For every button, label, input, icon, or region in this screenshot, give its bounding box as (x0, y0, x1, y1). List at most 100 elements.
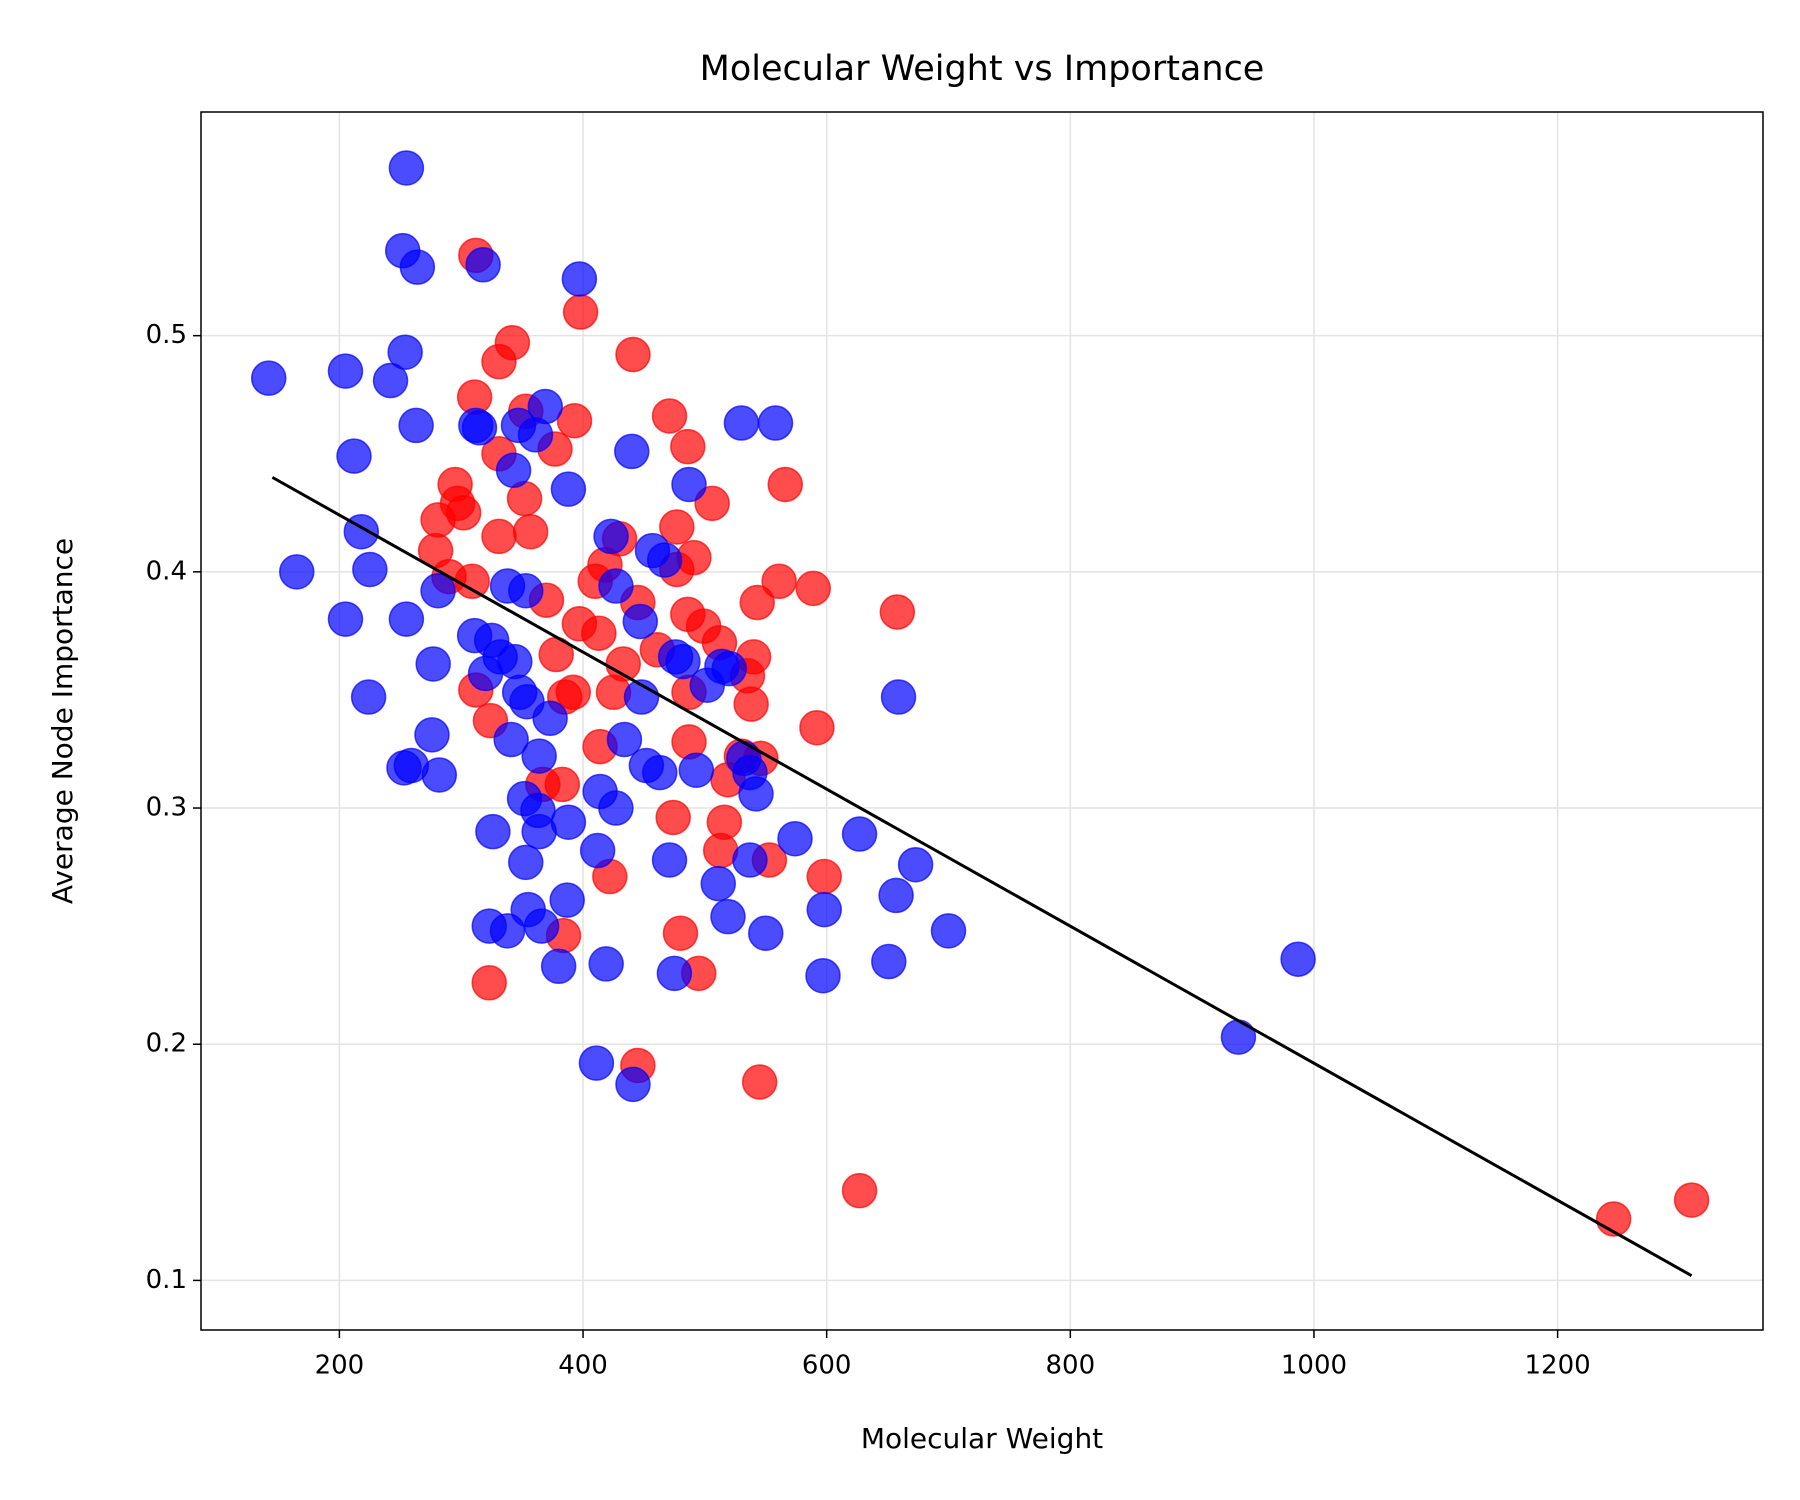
point (532, 700, 568, 737)
point (761, 563, 797, 600)
point (841, 816, 878, 852)
point (598, 790, 634, 826)
point (471, 965, 507, 1001)
point (880, 679, 917, 715)
point (1673, 1182, 1710, 1218)
point (399, 249, 436, 285)
point (544, 766, 581, 803)
point (878, 877, 914, 914)
y-tick-label: 0.3 (146, 793, 187, 823)
plot-frame (200, 111, 1764, 1331)
y-tick-label: 0.4 (146, 556, 187, 586)
chart-title: Molecular Weight vs Importance (700, 49, 1265, 89)
y-tick-label: 0.1 (146, 1265, 187, 1295)
point (512, 513, 549, 550)
point (493, 721, 529, 758)
point (646, 542, 683, 578)
point (615, 1066, 651, 1103)
point (561, 261, 598, 297)
point (481, 343, 517, 380)
point (508, 572, 544, 609)
point (482, 639, 518, 675)
point (651, 398, 688, 434)
point (387, 334, 423, 370)
point (656, 955, 693, 992)
point (879, 594, 916, 630)
point (327, 353, 364, 389)
point (588, 946, 624, 982)
point (593, 518, 629, 555)
point (805, 957, 841, 994)
point (615, 336, 651, 373)
x-axis-label: Molecular Weight (861, 1422, 1103, 1455)
point (250, 360, 287, 396)
point (732, 842, 768, 878)
point (549, 882, 585, 918)
point (598, 568, 634, 604)
point (930, 913, 967, 949)
trend-line (271, 476, 1693, 1277)
point (795, 570, 832, 607)
point (614, 433, 650, 470)
point (767, 466, 804, 503)
point (495, 452, 532, 489)
point (415, 646, 451, 682)
point (388, 150, 425, 186)
point (327, 601, 364, 637)
point (465, 247, 501, 283)
point (651, 842, 688, 878)
y-tick-label: 0.2 (146, 1029, 187, 1059)
point (655, 799, 691, 836)
point (581, 615, 617, 652)
point (336, 438, 372, 474)
point (550, 804, 587, 840)
point (517, 417, 554, 453)
point (871, 943, 907, 980)
point (777, 820, 813, 857)
point (508, 844, 544, 881)
point (523, 908, 560, 944)
point (1220, 1019, 1257, 1055)
point (806, 891, 842, 928)
point (700, 865, 737, 902)
x-tick-label: 400 (558, 1351, 608, 1381)
point (748, 915, 784, 951)
point (710, 898, 746, 935)
point (489, 913, 526, 949)
point (757, 405, 794, 441)
point (662, 915, 699, 951)
point (481, 518, 517, 555)
x-tick-label: 1000 (1281, 1351, 1347, 1381)
point (372, 362, 409, 399)
point (398, 407, 434, 444)
point (806, 858, 842, 895)
point (421, 757, 458, 793)
point (723, 405, 760, 441)
point (670, 428, 706, 465)
point (521, 738, 557, 774)
point (711, 650, 747, 687)
point (659, 509, 695, 545)
point (556, 402, 593, 439)
point (799, 709, 835, 746)
y-tick-label: 0.5 (146, 320, 187, 350)
point (671, 466, 707, 503)
point (279, 554, 315, 590)
point (388, 601, 425, 637)
point (578, 1045, 615, 1081)
point (1280, 941, 1316, 977)
point (350, 679, 387, 715)
point (550, 471, 587, 507)
point (555, 674, 592, 711)
point (606, 721, 643, 758)
point (352, 551, 388, 588)
point (739, 584, 775, 621)
x-tick-label: 600 (802, 1351, 852, 1381)
x-tick-label: 1200 (1525, 1351, 1591, 1381)
point (579, 832, 616, 869)
point (562, 294, 599, 330)
point (841, 1172, 878, 1209)
point (678, 752, 715, 788)
point (694, 485, 730, 522)
